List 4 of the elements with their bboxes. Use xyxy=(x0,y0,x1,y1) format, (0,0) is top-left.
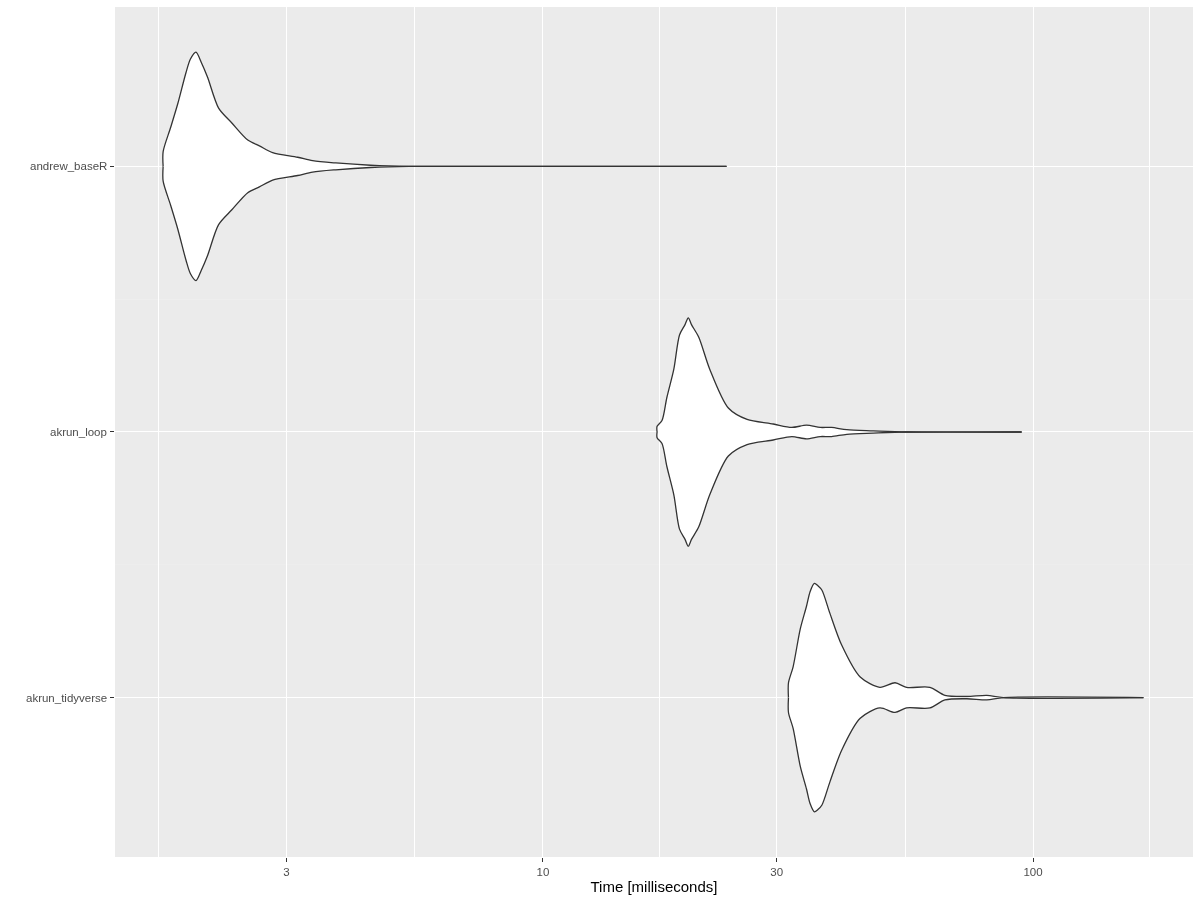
y-axis-title: andrew_baseR xyxy=(30,160,108,172)
x-tick-label: 30 xyxy=(770,865,784,878)
x-tick-label: 100 xyxy=(1023,865,1043,878)
y-axis-title: akrun_loop xyxy=(50,426,107,438)
